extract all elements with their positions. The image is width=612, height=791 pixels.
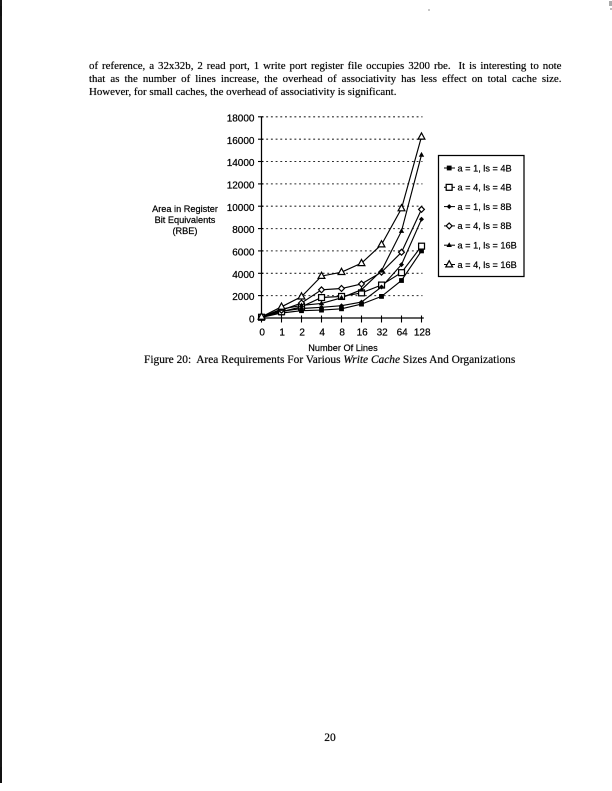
svg-text:4000: 4000 — [232, 270, 255, 281]
svg-text:18000: 18000 — [227, 113, 255, 124]
svg-text:6000: 6000 — [232, 248, 255, 259]
svg-text:Area in Register: Area in Register — [152, 204, 218, 214]
svg-text:16: 16 — [357, 328, 369, 339]
svg-text:(RBE): (RBE) — [172, 226, 197, 236]
svg-text:128: 128 — [414, 328, 431, 339]
svg-text:a = 4, ls = 16B: a = 4, ls = 16B — [458, 260, 517, 270]
svg-text:14000: 14000 — [227, 158, 255, 169]
svg-text:2: 2 — [299, 328, 305, 339]
svg-text:8: 8 — [339, 328, 345, 339]
svg-text:2000: 2000 — [232, 292, 255, 303]
svg-text:a = 1, ls = 8B: a = 1, ls = 8B — [458, 202, 512, 212]
svg-text:64: 64 — [397, 328, 409, 339]
svg-text:4: 4 — [319, 328, 325, 339]
svg-text:32: 32 — [377, 328, 389, 339]
svg-text:8000: 8000 — [232, 225, 255, 236]
svg-text:Bit Equivalents: Bit Equivalents — [155, 215, 216, 225]
svg-text:Number Of Lines: Number Of Lines — [308, 343, 378, 353]
svg-text:0: 0 — [259, 328, 265, 339]
svg-text:10000: 10000 — [227, 203, 255, 214]
svg-text:12000: 12000 — [227, 181, 255, 192]
svg-text:1: 1 — [279, 328, 285, 339]
svg-text:a = 1, ls = 4B: a = 1, ls = 4B — [458, 163, 512, 173]
svg-text:a = 4, ls = 4B: a = 4, ls = 4B — [458, 183, 512, 193]
svg-text:a = 1, ls = 16B: a = 1, ls = 16B — [458, 241, 517, 251]
svg-text:16000: 16000 — [227, 136, 255, 147]
svg-text:0: 0 — [249, 315, 255, 326]
svg-text:a = 4, ls = 8B: a = 4, ls = 8B — [458, 221, 512, 231]
